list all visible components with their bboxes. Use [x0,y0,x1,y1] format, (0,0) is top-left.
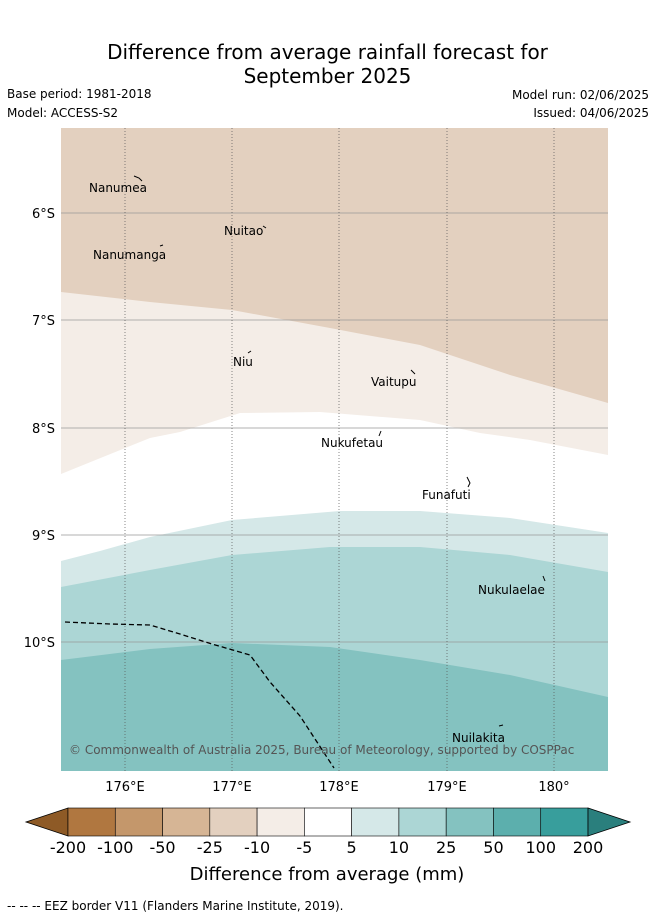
base-period: Base period: 1981-2018 [7,87,152,101]
map-fill [61,128,608,771]
legend-swatch [162,807,211,837]
longitude-gridlines [124,128,555,771]
legend-tick: 100 [525,838,556,857]
place-label-nanumanga: Nanumanga [93,248,166,262]
legend-tick: 10 [389,838,409,857]
lat-label: 8°S [32,422,55,437]
place-label-niu: Niu [233,355,253,369]
legend-tick: 50 [483,838,503,857]
lat-label: 7°S [32,314,55,329]
title-line-2: September 2025 [243,64,412,88]
place-label-nuitao: Nuitao [224,224,263,238]
title-line-1: Difference from average rainfall forecas… [107,40,548,64]
legend-tick: 5 [347,838,357,857]
legend-swatch [256,807,305,837]
chart-title: Difference from average rainfall forecas… [0,40,655,88]
lat-label: 10°S [24,636,55,651]
place-label-nukufetau: Nukufetau [321,436,383,450]
issued-date: Issued: 04/06/2025 [533,106,649,120]
lon-label: 179°E [427,780,467,795]
legend-swatch [114,807,163,837]
legend-tick: 25 [436,838,456,857]
legend-arrow-high [587,807,632,837]
legend-swatch [209,807,258,837]
latitude-gridlines [61,212,608,643]
model-name: Model: ACCESS-S2 [7,106,119,120]
latitude-axis: 6°S 7°S 8°S 9°S 10°S [24,207,55,651]
legend-label: Difference from average (mm) [190,864,465,885]
copyright-credit: © Commonwealth of Australia 2025, Bureau… [69,743,574,757]
eez-footnote: -- -- -- EEZ border V11 (Flanders Marine… [7,899,344,913]
zone-plus-25 [61,643,608,771]
legend-swatch [351,807,400,837]
model-run: Model run: 02/06/2025 [511,88,649,102]
place-labels: Nanumea Nuitao Nanumanga Niu Vaitupu Nuk… [89,181,545,745]
legend-tick: -10 [244,838,270,857]
legend-swatch [304,807,352,837]
legend-tick: -50 [149,838,175,857]
legend-tick-labels: -200 -100 -50 -25 -10 -5 5 10 25 50 100 200 [50,838,603,857]
legend-tick: 200 [573,838,604,857]
legend-swatch [540,807,589,837]
legend-swatch [493,807,542,837]
lon-label: 180° [538,780,569,795]
legend-swatch [445,807,494,837]
legend-tick: -5 [296,838,312,857]
legend-colorbar [24,807,632,837]
legend-arrow-low [24,807,69,837]
legend-swatch [398,807,447,837]
legend-swatch [67,807,116,837]
island-outlines [133,175,546,727]
legend-tick: -100 [97,838,133,857]
place-label-funafuti: Funafuti [422,488,471,502]
place-label-nuilakita: Nuilakita [452,731,505,745]
legend-tick: -25 [197,838,223,857]
place-label-nukulaelae: Nukulaelae [478,583,545,597]
longitude-axis: 176°E 177°E 178°E 179°E 180° [105,780,569,795]
lon-label: 177°E [212,780,252,795]
lat-label: 6°S [32,207,55,222]
place-label-vaitupu: Vaitupu [371,375,417,389]
lat-label: 9°S [32,529,55,544]
lon-label: 176°E [105,780,145,795]
lon-label: 178°E [319,780,359,795]
eez-border-line [64,621,335,769]
legend-tick: -200 [50,838,86,857]
place-label-nanumea: Nanumea [89,181,147,195]
